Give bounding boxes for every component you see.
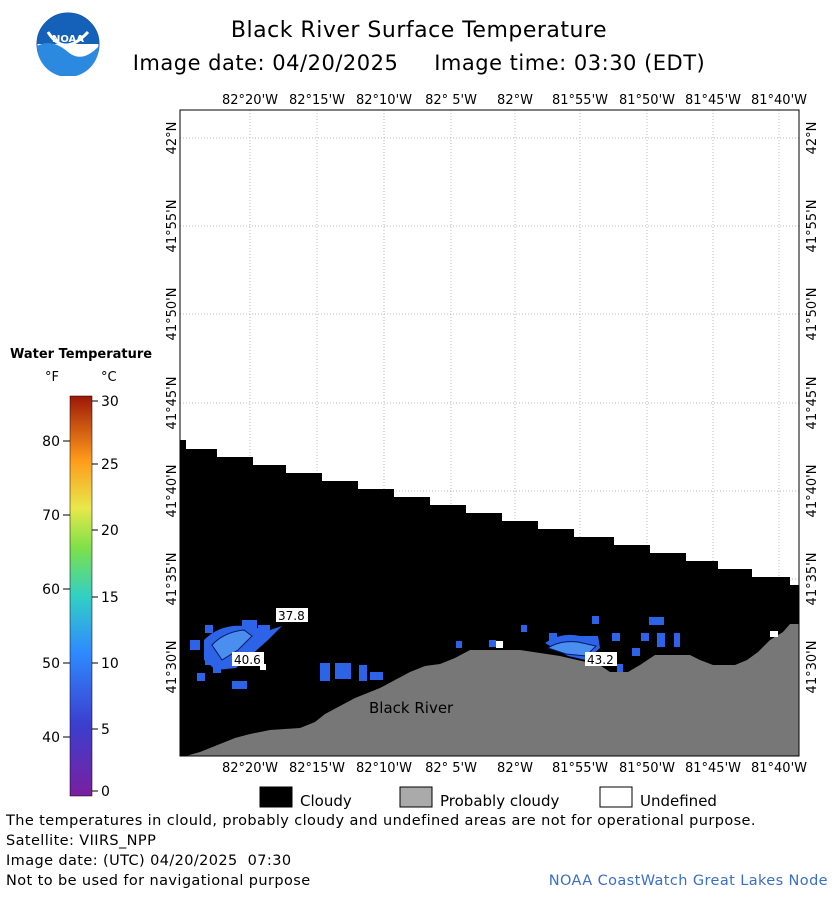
image-date-label: Image date: [132, 51, 266, 75]
colorbar-c-ticks: 30 25 20 15 10 5 0 [92, 394, 119, 800]
probably-cloudy-region [186, 624, 799, 756]
image-date-value: 04/20/2025 [272, 51, 399, 75]
image-time-label: Image time: [434, 51, 567, 75]
lon-label-bottom: 82°20'W [222, 761, 278, 776]
temp-label-43-2: 43.2 [587, 653, 614, 667]
lat-label-left: 42°N [165, 122, 180, 155]
colorbar-c-tick: 5 [101, 722, 110, 738]
lat-label-right: 41°30'N [805, 641, 820, 694]
lat-label-left: 41°30'N [165, 641, 180, 694]
colorbar-c-tick: 30 [101, 394, 119, 410]
lon-label-top: 82° 5'W [425, 93, 477, 108]
colorbar-title: Water Temperature [10, 347, 152, 362]
page-title: Black River Surface Temperature [230, 18, 608, 43]
lon-label-bottom: 81°55'W [552, 761, 608, 776]
lat-label-right: 41°40'N [805, 465, 820, 518]
colorbar-c-tick: 10 [101, 656, 119, 672]
lat-label-left: 41°55'N [165, 200, 180, 253]
lon-label-bottom: 81°40'W [751, 761, 807, 776]
legend-swatch-undefined [599, 786, 633, 808]
place-label: Black River [369, 699, 454, 717]
legend-cloudy-label: Cloudy [300, 792, 352, 810]
longitude-labels-bottom: 82°20'W 82°15'W 82°10'W 82° 5'W 82°W 81°55'W 8… [222, 761, 807, 776]
lat-label-right: 42°N [805, 122, 820, 155]
colorbar-c-tick: 0 [101, 784, 110, 800]
legend-probably-cloudy-label: Probably cloudy [440, 792, 559, 810]
satellite-text: Satellite: VIIRS_NPP [6, 833, 157, 849]
colorbar-f-tick: 60 [42, 582, 60, 598]
lon-label-bottom: 81°45'W [685, 761, 741, 776]
disclaimer-text: The temperatures in clould, probably clo… [6, 813, 756, 829]
lon-label-top: 81°45'W [685, 93, 741, 108]
navigation-note: Not to be used for navigational purpose [6, 873, 311, 889]
black-river-marker [364, 682, 374, 692]
legend-swatch-probably-cloudy [399, 786, 433, 808]
lat-label-left: 41°50'N [165, 288, 180, 341]
lon-label-bottom: 82°W [497, 761, 533, 776]
lat-label-left: 41°40'N [165, 465, 180, 518]
utc-date-text: Image date: (UTC) 04/20/2025 07:30 [6, 853, 292, 869]
lon-label-top: 82°15'W [289, 93, 345, 108]
lon-label-top: 81°40'W [751, 93, 807, 108]
lon-label-top: 81°50'W [619, 93, 675, 108]
lat-label-right: 41°45'N [805, 377, 820, 430]
colorbar-c-tick: 25 [101, 457, 119, 473]
colorbar-f-tick: 50 [42, 656, 60, 672]
logo-text: NOAA [52, 34, 84, 45]
legend-swatch-cloudy [259, 786, 293, 808]
credit-text: NOAA CoastWatch Great Lakes Node [548, 873, 828, 889]
temp-label-37-8: 37.8 [278, 609, 305, 623]
lon-label-bottom: 81°50'W [619, 761, 675, 776]
lon-label-top: 82°10'W [356, 93, 412, 108]
temp-label-40-6: 40.6 [234, 653, 261, 667]
image-datetime-line: Image date: 04/20/2025 Image time: 03:30… [0, 51, 838, 75]
lat-label-right: 41°55'N [805, 200, 820, 253]
colorbar-unit-f: °F [45, 370, 59, 385]
lat-label-right: 41°50'N [805, 288, 820, 341]
colorbar [69, 395, 93, 797]
legend-undefined-label: Undefined [640, 792, 717, 810]
colorbar-unit-c: °C [101, 370, 117, 385]
lat-label-left: 41°35'N [165, 553, 180, 606]
latitude-labels-left: 42°N 41°55'N 41°50'N 41°45'N 41°40'N 41°35'N 4… [165, 122, 180, 694]
image-time-value: 03:30 (EDT) [573, 51, 706, 75]
map-frame [179, 109, 800, 757]
colorbar-f-tick: 40 [42, 730, 60, 746]
lat-label-left: 41°45'N [165, 377, 180, 430]
lon-label-bottom: 82°10'W [356, 761, 412, 776]
latitude-labels-right: 42°N 41°55'N 41°50'N 41°45'N 41°40'N 41°35'N 4… [805, 122, 820, 694]
longitude-labels-top: 82°20'W 82°15'W 82°10'W 82° 5'W 82°W 81°55'W 8… [222, 93, 807, 108]
colorbar-c-tick: 20 [101, 523, 119, 539]
lon-label-top: 81°55'W [552, 93, 608, 108]
colorbar-f-tick: 70 [42, 508, 60, 524]
lon-label-top: 82°20'W [222, 93, 278, 108]
colorbar-f-ticks: 80 70 60 50 40 [42, 434, 70, 746]
lon-label-bottom: 82°15'W [289, 761, 345, 776]
lat-label-right: 41°35'N [805, 553, 820, 606]
colorbar-c-tick: 15 [101, 590, 119, 606]
colorbar-f-tick: 80 [42, 434, 60, 450]
noaa-logo: NOAA [36, 12, 100, 76]
lon-label-bottom: 82° 5'W [425, 761, 477, 776]
lon-label-top: 82°W [497, 93, 533, 108]
